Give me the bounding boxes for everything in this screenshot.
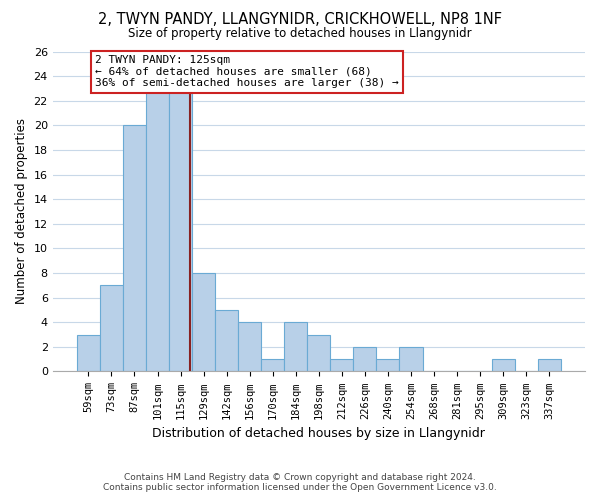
Bar: [169, 88, 192, 372]
Bar: [491, 359, 515, 372]
Text: 2, TWYN PANDY, LLANGYNIDR, CRICKHOWELL, NP8 1NF: 2, TWYN PANDY, LLANGYNIDR, CRICKHOWELL, …: [98, 12, 502, 28]
Bar: [146, 88, 169, 372]
Bar: [307, 334, 331, 372]
Bar: [192, 273, 215, 372]
Bar: [100, 286, 123, 372]
Bar: [261, 359, 284, 372]
Text: Contains HM Land Registry data © Crown copyright and database right 2024.
Contai: Contains HM Land Registry data © Crown c…: [103, 473, 497, 492]
Bar: [77, 334, 100, 372]
Bar: [238, 322, 261, 372]
Bar: [400, 347, 422, 372]
Bar: [538, 359, 561, 372]
Y-axis label: Number of detached properties: Number of detached properties: [15, 118, 28, 304]
Text: 2 TWYN PANDY: 125sqm
← 64% of detached houses are smaller (68)
36% of semi-detac: 2 TWYN PANDY: 125sqm ← 64% of detached h…: [95, 55, 399, 88]
Bar: [123, 126, 146, 372]
X-axis label: Distribution of detached houses by size in Llangynidr: Distribution of detached houses by size …: [152, 427, 485, 440]
Bar: [331, 359, 353, 372]
Bar: [215, 310, 238, 372]
Bar: [284, 322, 307, 372]
Bar: [353, 347, 376, 372]
Bar: [376, 359, 400, 372]
Text: Size of property relative to detached houses in Llangynidr: Size of property relative to detached ho…: [128, 28, 472, 40]
